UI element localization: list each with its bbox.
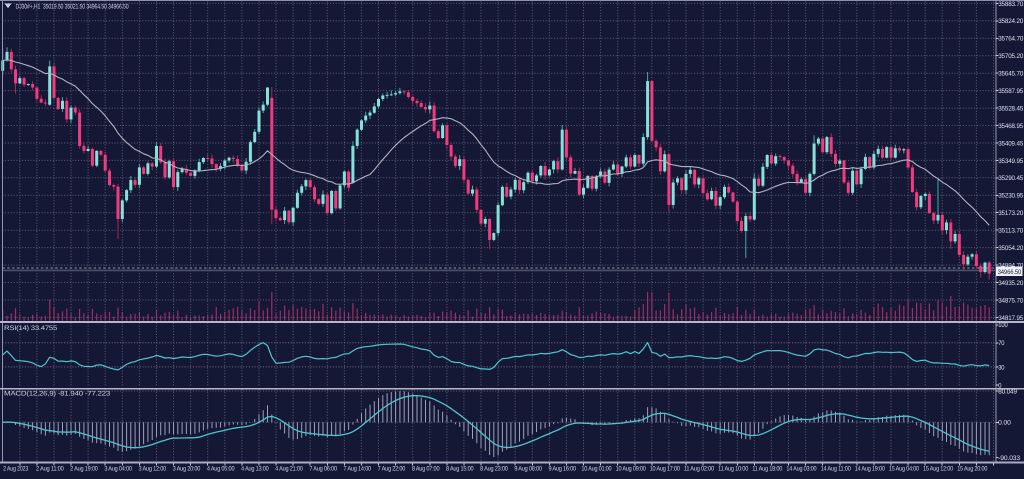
svg-text:35290.45: 35290.45 xyxy=(998,175,1024,182)
svg-text:3 Aug 12:00: 3 Aug 12:00 xyxy=(139,465,167,472)
svg-text:4 Aug 05:00: 4 Aug 05:00 xyxy=(207,465,235,472)
svg-text:DJ30#+,H1 35019.50 35021.50 3: DJ30#+,H1 35019.50 35021.50 34964.50 349… xyxy=(16,3,129,10)
svg-text:35645.70: 35645.70 xyxy=(998,71,1024,78)
svg-text:15 Aug 20:00: 15 Aug 20:00 xyxy=(957,465,988,472)
svg-text:11 Aug 18:00: 11 Aug 18:00 xyxy=(752,465,783,472)
svg-text:35528.45: 35528.45 xyxy=(998,106,1024,113)
svg-text:35113.70: 35113.70 xyxy=(998,228,1024,235)
svg-text:15 Aug 04:00: 15 Aug 04:00 xyxy=(889,465,920,472)
svg-text:14 Aug 03:00: 14 Aug 03:00 xyxy=(786,465,817,472)
svg-text:34935.20: 34935.20 xyxy=(998,280,1024,287)
svg-text:9 Aug 08:00: 9 Aug 08:00 xyxy=(514,465,542,472)
svg-text:35764.70: 35764.70 xyxy=(998,36,1024,43)
svg-text:35824.20: 35824.20 xyxy=(998,18,1024,25)
svg-text:11 Aug 10:00: 11 Aug 10:00 xyxy=(718,465,749,472)
svg-text:8 Aug 15:00: 8 Aug 15:00 xyxy=(446,465,474,472)
svg-text:30: 30 xyxy=(998,364,1005,371)
svg-text:3 Aug 04:00: 3 Aug 04:00 xyxy=(104,465,132,472)
svg-text:34817.95: 34817.95 xyxy=(998,315,1024,322)
svg-text:34966.50: 34966.50 xyxy=(998,269,1022,276)
svg-text:2 Aug 11:00: 2 Aug 11:00 xyxy=(36,465,64,472)
svg-text:34875.70: 34875.70 xyxy=(998,297,1024,304)
svg-text:2 Aug 19:00: 2 Aug 19:00 xyxy=(70,465,98,472)
svg-text:15 Aug 12:00: 15 Aug 12:00 xyxy=(923,465,954,472)
svg-text:10 Aug 01:00: 10 Aug 01:00 xyxy=(581,465,612,472)
svg-text:35230.95: 35230.95 xyxy=(998,193,1024,200)
svg-text:35587.95: 35587.95 xyxy=(998,88,1024,95)
svg-text:7 Aug 06:00: 7 Aug 06:00 xyxy=(309,465,337,472)
svg-text:14 Aug 19:00: 14 Aug 19:00 xyxy=(855,465,886,472)
svg-text:35349.95: 35349.95 xyxy=(998,158,1024,165)
svg-text:4 Aug 21:00: 4 Aug 21:00 xyxy=(275,465,303,472)
svg-text:MACD(12,26,9) -81.940 -77.223: MACD(12,26,9) -81.940 -77.223 xyxy=(4,391,111,398)
svg-text:9 Aug 16:00: 9 Aug 16:00 xyxy=(548,465,576,472)
svg-text:100: 100 xyxy=(998,322,1008,329)
svg-text:35054.20: 35054.20 xyxy=(998,245,1024,252)
svg-text:11 Aug 02:00: 11 Aug 02:00 xyxy=(684,465,715,472)
svg-text:35173.20: 35173.20 xyxy=(998,210,1024,217)
svg-text:7 Aug 14:00: 7 Aug 14:00 xyxy=(343,465,371,472)
svg-text:70: 70 xyxy=(998,340,1005,347)
svg-text:35705.20: 35705.20 xyxy=(998,53,1024,60)
svg-text:0.00: 0.00 xyxy=(998,420,1011,427)
svg-text:14 Aug 11:00: 14 Aug 11:00 xyxy=(821,465,852,472)
svg-text:8 Aug 07:00: 8 Aug 07:00 xyxy=(412,465,440,472)
svg-text:7 Aug 22:00: 7 Aug 22:00 xyxy=(378,465,406,472)
svg-text:35883.70: 35883.70 xyxy=(998,1,1024,8)
svg-text:RSI(14) 33.4755: RSI(14) 33.4755 xyxy=(4,325,58,332)
svg-text:2 Aug 2023: 2 Aug 2023 xyxy=(3,465,29,472)
svg-text:3 Aug 20:00: 3 Aug 20:00 xyxy=(173,465,201,472)
svg-text:-90.033: -90.033 xyxy=(998,455,1020,462)
svg-text:35468.95: 35468.95 xyxy=(998,123,1024,130)
svg-text:35409.45: 35409.45 xyxy=(998,140,1024,147)
svg-text:10 Aug 17:00: 10 Aug 17:00 xyxy=(650,465,681,472)
svg-text:10 Aug 09:00: 10 Aug 09:00 xyxy=(616,465,647,472)
svg-text:34994.70: 34994.70 xyxy=(998,263,1024,270)
svg-text:80.049: 80.049 xyxy=(998,388,1017,395)
svg-text:4 Aug 13:00: 4 Aug 13:00 xyxy=(241,465,269,472)
svg-text:0: 0 xyxy=(998,382,1002,389)
svg-text:8 Aug 23:00: 8 Aug 23:00 xyxy=(480,465,508,472)
